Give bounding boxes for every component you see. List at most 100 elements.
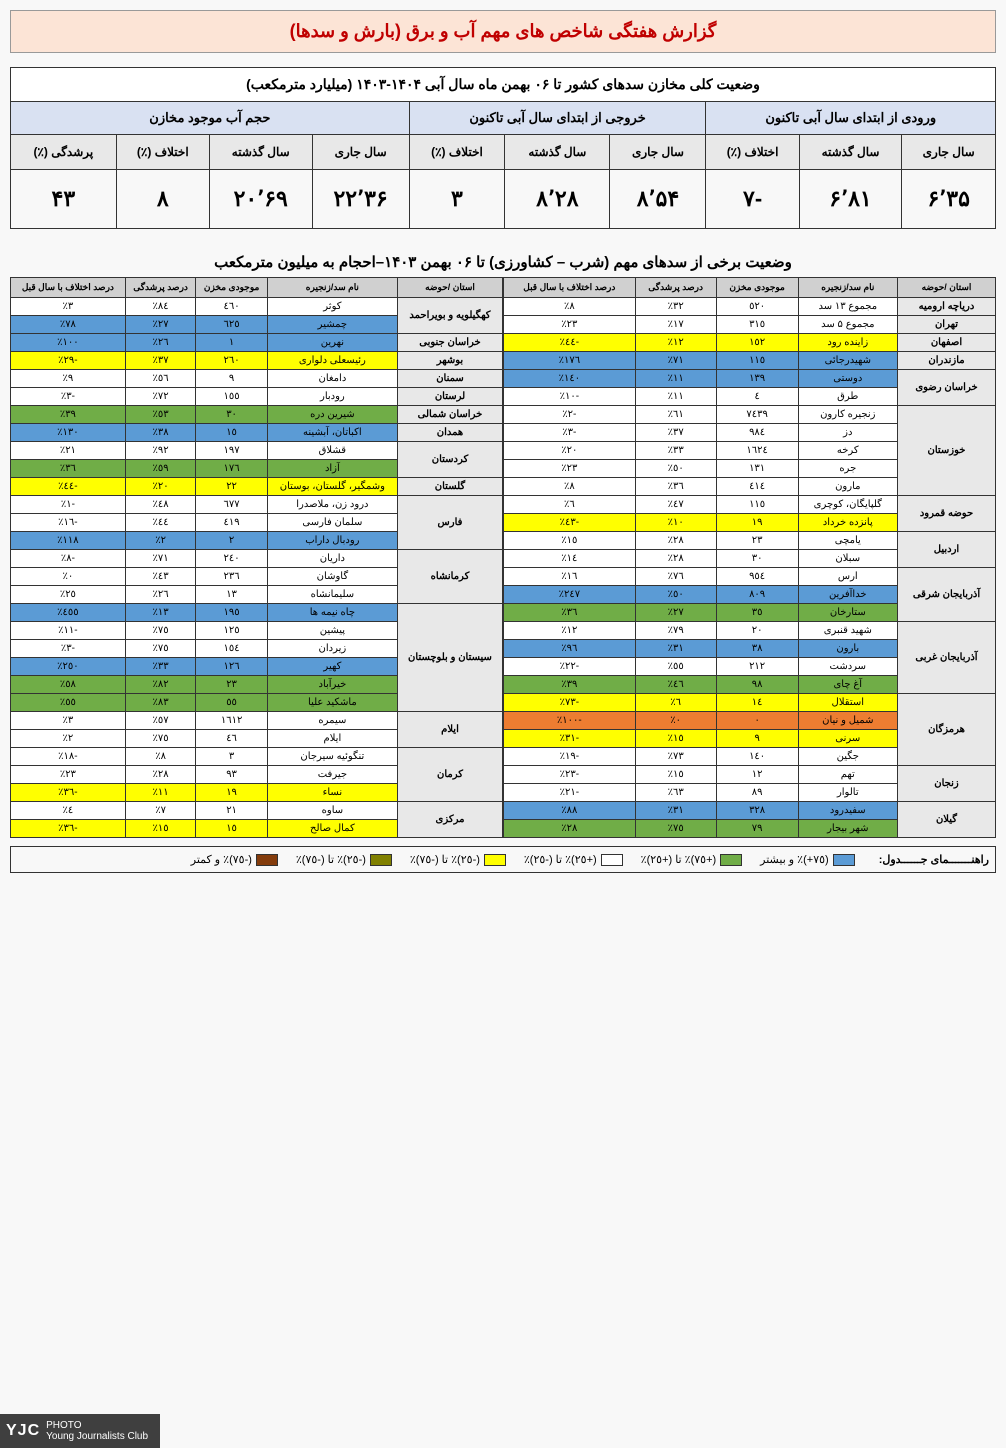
legend-item: (-٢٥)٪ تا (-٧٥)٪ (296, 854, 392, 866)
value-cell: ١٣٪ (125, 604, 196, 622)
value-cell: ٨٪ (504, 298, 636, 316)
value-cell: ١٣٠٪ (11, 424, 126, 442)
value-cell: ١٣٩ (716, 370, 798, 388)
value-cell: ٢٠ (716, 622, 798, 640)
detail-table-left: استان /حوضهنام سد/زنجیرهموجودی مخزندرصد … (10, 277, 503, 838)
table-row: خوزستانزنجیره کارون٧٤٣٩٦١٪-٢٪ (504, 406, 996, 424)
watermark-org: Young Journalists Club (46, 1431, 148, 1442)
table-row: آذربایجان غربیشهید قنبری٢٠٧٩٪١٢٪ (504, 622, 996, 640)
value-cell: ٨٪ (125, 748, 196, 766)
value-cell: ٥٥٪ (635, 658, 716, 676)
summary-value: ۳ (409, 170, 505, 229)
dam-name-cell: زنجیره کارون (798, 406, 897, 424)
detail-header: نام سد/زنجیره (798, 278, 897, 298)
value-cell: ٨٠٩ (716, 586, 798, 604)
value-cell: ٢٪ (11, 730, 126, 748)
value-cell: ٥٥ (196, 694, 267, 712)
legend-swatch (256, 854, 278, 866)
value-cell: ٤٧٪ (635, 496, 716, 514)
dam-name-cell: طرق (798, 388, 897, 406)
value-cell: ٩٣ (196, 766, 267, 784)
dam-name-cell: سلمان فارسی (267, 514, 397, 532)
summary-value: ۶٬۸۱ (799, 170, 902, 229)
value-cell: ١٥٥ (196, 388, 267, 406)
value-cell: ٢٤٧٪ (504, 586, 636, 604)
value-cell: ٤١٩ (196, 514, 267, 532)
value-cell: ٣٨٪ (125, 424, 196, 442)
value-cell: ٩ (716, 730, 798, 748)
dam-name-cell: مجموع ۵ سد (798, 316, 897, 334)
value-cell: ٥٦٪ (125, 370, 196, 388)
value-cell: -٤٣٪ (504, 514, 636, 532)
value-cell: ٧٥٪ (125, 730, 196, 748)
value-cell: ٧٥٪ (125, 622, 196, 640)
dam-name-cell: شهیدرجائی (798, 352, 897, 370)
value-cell: ٢٣٪ (504, 316, 636, 334)
value-cell: ٢٧٪ (635, 604, 716, 622)
detail-subtitle: وضعیت برخی از سدهای مهم (شرب – کشاورزی) … (10, 253, 996, 271)
province-cell: سمنان (397, 370, 502, 388)
value-cell: ٣٧٪ (125, 352, 196, 370)
table-row: کرمانشاهداریان٢٤٠٧١٪-٨٪ (11, 550, 503, 568)
detail-header: درصد پرشدگی (125, 278, 196, 298)
value-cell: ٣١٪ (635, 640, 716, 658)
value-cell: ٣٪ (11, 712, 126, 730)
value-cell: ٤٦٠ (196, 298, 267, 316)
dam-name-cell: نهرین (267, 334, 397, 352)
detail-header: درصد اختلاف با سال قبل (504, 278, 636, 298)
value-cell: ٩٢٪ (125, 442, 196, 460)
table-row: مازندرانشهیدرجائی١١٥٧١٪١٧٦٪ (504, 352, 996, 370)
value-cell: ٦٧٧ (196, 496, 267, 514)
value-cell: -٢٩٪ (11, 352, 126, 370)
dam-name-cell: ارس (798, 568, 897, 586)
summary-caption: وضعیت کلی مخازن سدهای کشور تا ۰۶ بهمن ما… (11, 68, 996, 102)
summary-subhead: پرشدگی (٪) (11, 135, 117, 170)
value-cell: ٢٨٪ (635, 532, 716, 550)
detail-tables: استان /حوضهنام سد/زنجیرهموجودی مخزندرصد … (10, 277, 996, 838)
dam-name-cell: ماشکید علیا (267, 694, 397, 712)
value-cell: -١٠٠٪ (504, 712, 636, 730)
value-cell: ٢٣ (716, 532, 798, 550)
dam-name-cell: سلیمانشاه (267, 586, 397, 604)
value-cell: ١٤٠ (716, 748, 798, 766)
value-cell: ٥٢٠ (716, 298, 798, 316)
table-row: کردستانقشلاق١٩٧٩٢٪٢١٪ (11, 442, 503, 460)
value-cell: ٢٥٠٪ (11, 658, 126, 676)
value-cell: ٣٨ (716, 640, 798, 658)
value-cell: ٢٤٠ (196, 550, 267, 568)
table-row: آذربایجان شرقیارس٩٥٤٧٦٪١٦٪ (504, 568, 996, 586)
value-cell: ١٥٪ (504, 532, 636, 550)
value-cell: ٧٦٪ (635, 568, 716, 586)
value-cell: ٣٩٪ (504, 676, 636, 694)
value-cell: -٣٪ (11, 388, 126, 406)
dam-name-cell: چمشیر (267, 316, 397, 334)
summary-group-storage: حجم آب موجود مخازن (11, 102, 410, 135)
summary-value: ۲۲٬۳۶ (312, 170, 409, 229)
province-cell: خراسان شمالی (397, 406, 502, 424)
value-cell: ١٧٦٪ (504, 352, 636, 370)
value-cell: ١٤ (716, 694, 798, 712)
value-cell: -١٨٪ (11, 748, 126, 766)
dam-name-cell: تالوار (798, 784, 897, 802)
province-cell: اصفهان (897, 334, 995, 352)
watermark-photo: PHOTO (46, 1420, 81, 1431)
value-cell: ٨٪ (504, 478, 636, 496)
report-title: گزارش هفتگی شاخص های مهم آب و برق (بارش … (10, 10, 996, 53)
value-cell: -٣٪ (11, 640, 126, 658)
value-cell: ٧١٪ (125, 550, 196, 568)
value-cell: ٦٪ (504, 496, 636, 514)
detail-header: نام سد/زنجیره (267, 278, 397, 298)
dam-name-cell: ایلام (267, 730, 397, 748)
value-cell: ١٥٪ (635, 766, 716, 784)
value-cell: ١٧٪ (635, 316, 716, 334)
value-cell: -١١٪ (11, 622, 126, 640)
province-cell: اردبیل (897, 532, 995, 568)
detail-table-right: استان /حوضهنام سد/زنجیرهموجودی مخزندرصد … (503, 277, 996, 838)
dam-name-cell: گلپایگان، کوچری (798, 496, 897, 514)
value-cell: ١٥٪ (635, 730, 716, 748)
value-cell: ٥٣٪ (125, 406, 196, 424)
value-cell: ٣٦٪ (11, 460, 126, 478)
summary-value: ۸٬۲۸ (505, 170, 610, 229)
dam-name-cell: جره (798, 460, 897, 478)
value-cell: ٤٨٪ (125, 496, 196, 514)
